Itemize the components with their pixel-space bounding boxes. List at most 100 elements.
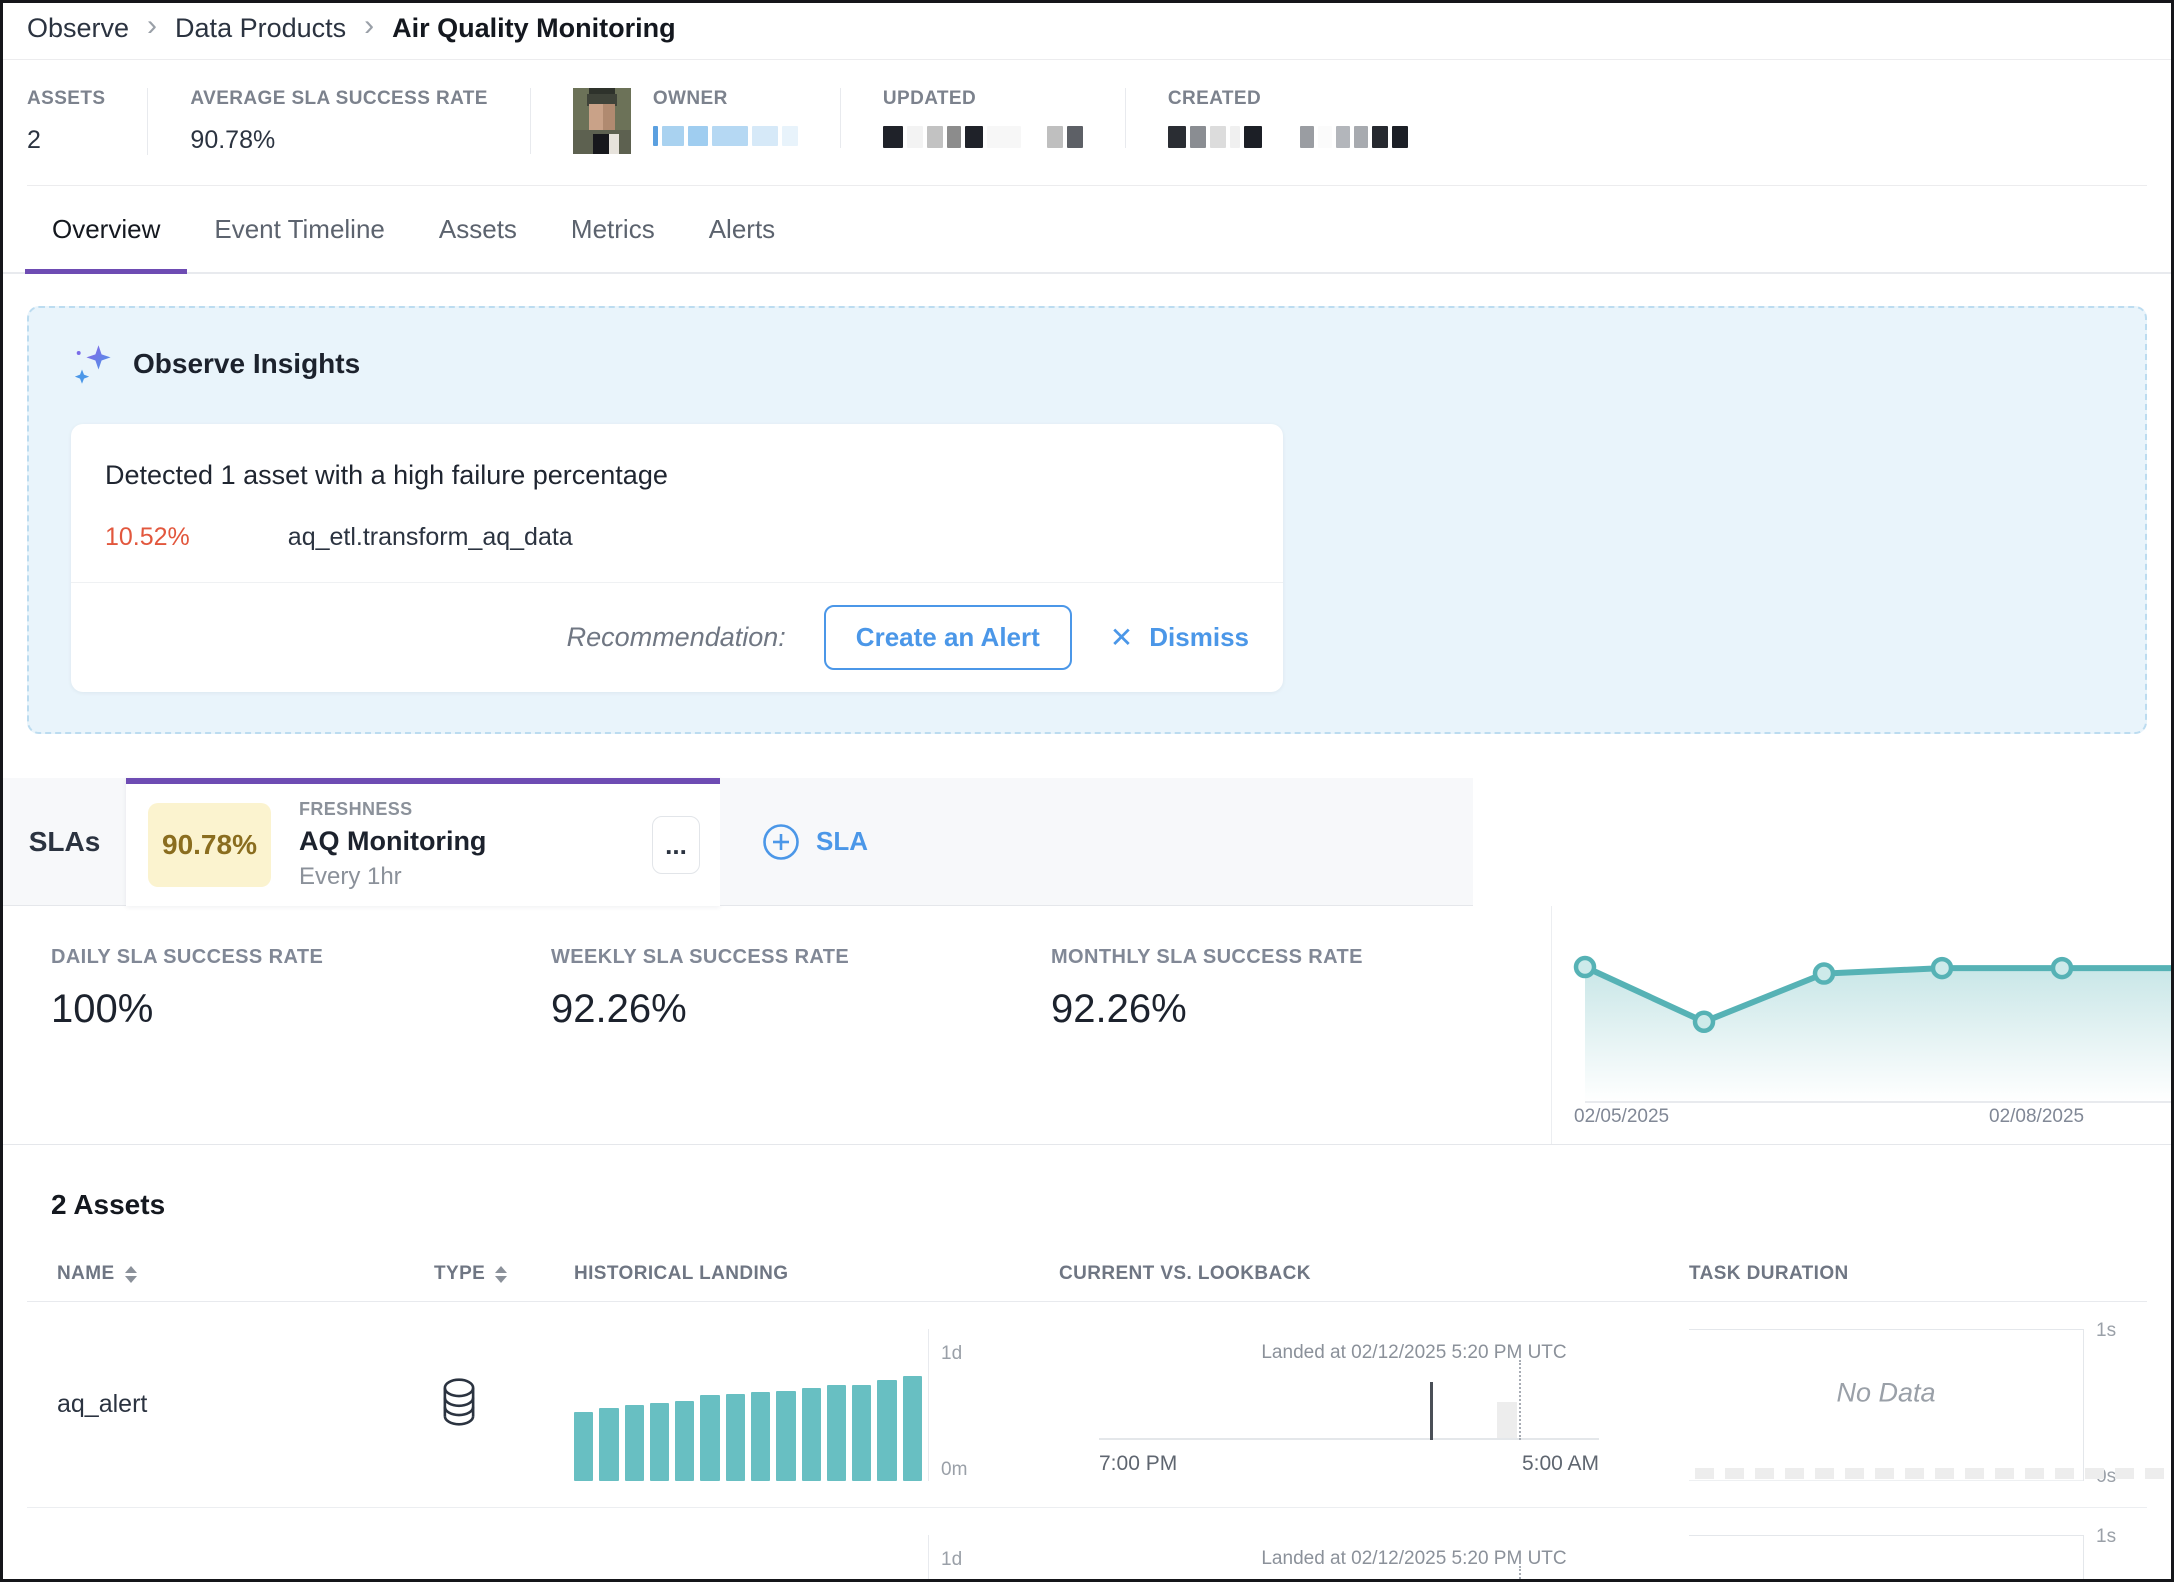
axis-max-label: 1s	[2096, 1319, 2117, 1341]
insight-headline: Detected 1 asset with a high failure per…	[105, 460, 668, 490]
tab-assets[interactable]: Assets	[438, 214, 517, 244]
sla-header-row: SLAs 90.78% FRESHNESS AQ Monitoring Ever…	[3, 778, 2171, 906]
sla-trend-chart: 02/05/2025 02/08/2025	[1551, 906, 2171, 1144]
sort-icon	[495, 1265, 508, 1283]
monthly-sla-label: MONTHLY SLA SUCCESS RATE	[1051, 946, 1363, 968]
column-header-task-duration: TASK DURATION	[1659, 1263, 2147, 1285]
dismiss-button[interactable]: ✕ Dismiss	[1110, 621, 1249, 654]
sla-tab-text: FRESHNESS AQ Monitoring Every 1hr	[299, 799, 624, 891]
axis-max-label: 1d	[941, 1342, 963, 1364]
landed-at-tooltip: Landed at 02/12/2025 5:20 PM UTC	[1261, 1547, 1567, 1569]
asset-type	[404, 1377, 544, 1432]
insight-footer: Recommendation: Create an Alert ✕ Dismiss	[71, 583, 1283, 692]
stat-created: CREATED	[1124, 88, 1450, 148]
sla-header-spacer	[1473, 778, 2171, 906]
insight-card: Detected 1 asset with a high failure per…	[71, 424, 1283, 692]
stat-owner: OWNER	[529, 88, 840, 154]
duration-axis: 1s 0s	[2084, 1526, 2116, 1580]
breadcrumb-observe[interactable]: Observe	[27, 12, 130, 43]
sla-name: AQ Monitoring	[298, 826, 487, 856]
sparkle-icon	[74, 345, 111, 384]
landing-bars	[574, 1534, 929, 1579]
sla-schedule: Every 1hr	[298, 863, 402, 890]
current-vs-lookback-chart: Landed at 02/12/2025 5:20 PM UTC 7:00 PM…	[1099, 1526, 1619, 1579]
historical-landing-chart: 1d 0m	[574, 1328, 1029, 1481]
landing-axis: 1d 0m	[929, 1329, 967, 1481]
axis-max-label: 1d	[941, 1548, 963, 1570]
breadcrumb: Observe › Data Products › Air Quality Mo…	[3, 3, 2171, 60]
assets-count-title: 2 Assets	[51, 1189, 166, 1220]
task-duration-chart: No Data 1s 0s	[1689, 1320, 2164, 1487]
sort-icon	[124, 1265, 137, 1283]
duration-axis: 1s 0s	[2084, 1320, 2116, 1487]
created-value-redacted	[1167, 126, 1408, 148]
trend-date-end: 02/08/2025	[1989, 1106, 2085, 1127]
lookback-plot	[1099, 1359, 1599, 1440]
monthly-sla-metric: MONTHLY SLA SUCCESS RATE 92.26%	[1051, 946, 1551, 1084]
slas-section: SLAs 90.78% FRESHNESS AQ Monitoring Ever…	[3, 778, 2171, 1145]
landed-marker	[1430, 1381, 1433, 1440]
column-header-historical-landing: HISTORICAL LANDING	[544, 1263, 1029, 1285]
tab-alerts[interactable]: Alerts	[708, 214, 776, 244]
sla-more-menu-button[interactable]: ...	[652, 816, 700, 874]
task-duration-chart: 1s 0s	[1689, 1526, 2147, 1580]
tab-metrics[interactable]: Metrics	[570, 214, 655, 244]
sla-kind-label: FRESHNESS	[298, 799, 413, 819]
stat-avg-sla-label: AVERAGE SLA SUCCESS RATE	[190, 88, 488, 109]
landing-axis: 1d 0m	[929, 1535, 967, 1580]
lookback-window-block	[1497, 1401, 1517, 1438]
plus-circle-icon	[763, 823, 799, 860]
axis-max-label: 1s	[2096, 1525, 2117, 1547]
historical-landing-chart: 1d 0m	[574, 1534, 1029, 1580]
breadcrumb-data-products[interactable]: Data Products	[175, 12, 347, 43]
sla-body: DAILY SLA SUCCESS RATE 100% WEEKLY SLA S…	[3, 906, 2171, 1145]
lookback-time-labels: 7:00 PM 5:00 AM	[1099, 1452, 1599, 1476]
trend-date-start: 02/05/2025	[1574, 1106, 1670, 1127]
landed-at-tooltip: Landed at 02/12/2025 5:20 PM UTC	[1261, 1341, 1567, 1363]
column-type-label: TYPE	[434, 1263, 486, 1284]
asset-name: aq_alert	[57, 1390, 148, 1418]
column-header-type[interactable]: TYPE	[404, 1263, 544, 1285]
sla-tab-aq-monitoring[interactable]: 90.78% FRESHNESS AQ Monitoring Every 1hr…	[126, 778, 720, 906]
daily-sla-label: DAILY SLA SUCCESS RATE	[51, 946, 324, 968]
stat-owner-label: OWNER	[652, 88, 728, 109]
failing-asset-name: aq_etl.transform_aq_data	[287, 523, 573, 551]
owner-avatar	[572, 88, 631, 154]
stat-assets: ASSETS 2	[27, 88, 147, 155]
add-sla-button[interactable]: SLA	[762, 823, 868, 861]
sla-tab-strip: SLA	[720, 778, 1473, 906]
column-historical-landing-label: HISTORICAL LANDING	[574, 1263, 789, 1284]
daily-sla-value: 100%	[51, 987, 154, 1031]
updated-value-redacted	[882, 126, 1083, 148]
close-icon: ✕	[1109, 622, 1134, 653]
stat-assets-value: 2	[27, 126, 41, 154]
duration-plot: No Data	[1689, 1328, 2164, 1481]
dismiss-label: Dismiss	[1149, 622, 1249, 652]
lookback-end-time: 5:00 AM	[1521, 1451, 1599, 1475]
slas-section-label: SLAs	[3, 778, 126, 906]
stat-created-label: CREATED	[1167, 88, 1262, 109]
column-header-name[interactable]: NAME	[27, 1263, 404, 1285]
column-task-duration-label: TASK DURATION	[1689, 1263, 1849, 1284]
tab-overview[interactable]: Overview	[25, 186, 188, 274]
asset-row-send-aq-alerts: send_aq_alerts.send_alert 1d	[27, 1508, 2147, 1580]
insights-title: Observe Insights	[133, 348, 361, 379]
sla-metrics: DAILY SLA SUCCESS RATE 100% WEEKLY SLA S…	[3, 906, 1551, 1144]
observe-insights-panel: Observe Insights Detected 1 asset with a…	[27, 306, 2147, 734]
insights-header: Observe Insights	[71, 342, 2103, 386]
weekly-sla-label: WEEKLY SLA SUCCESS RATE	[551, 946, 850, 968]
lookback-start-time: 7:00 PM	[1099, 1451, 1178, 1475]
stat-updated-label: UPDATED	[882, 88, 977, 109]
page-title: Air Quality Monitoring	[392, 12, 676, 43]
database-icon	[443, 1378, 475, 1426]
owner-value-redacted	[652, 126, 798, 146]
tab-event-timeline[interactable]: Event Timeline	[214, 214, 385, 244]
failure-percentage: 10.52%	[105, 523, 190, 551]
create-alert-button[interactable]: Create an Alert	[823, 605, 1072, 670]
column-current-vs-lookback-label: CURRENT VS. LOOKBACK	[1059, 1263, 1311, 1284]
asset-row-aq-alert: aq_alert 1d 0m Landed at 02/12/2025 5:20…	[27, 1302, 2164, 1508]
chevron-right-icon: ›	[147, 9, 158, 42]
duration-plot	[1689, 1534, 2084, 1579]
duration-placeholder-dashes	[1695, 1467, 2164, 1479]
